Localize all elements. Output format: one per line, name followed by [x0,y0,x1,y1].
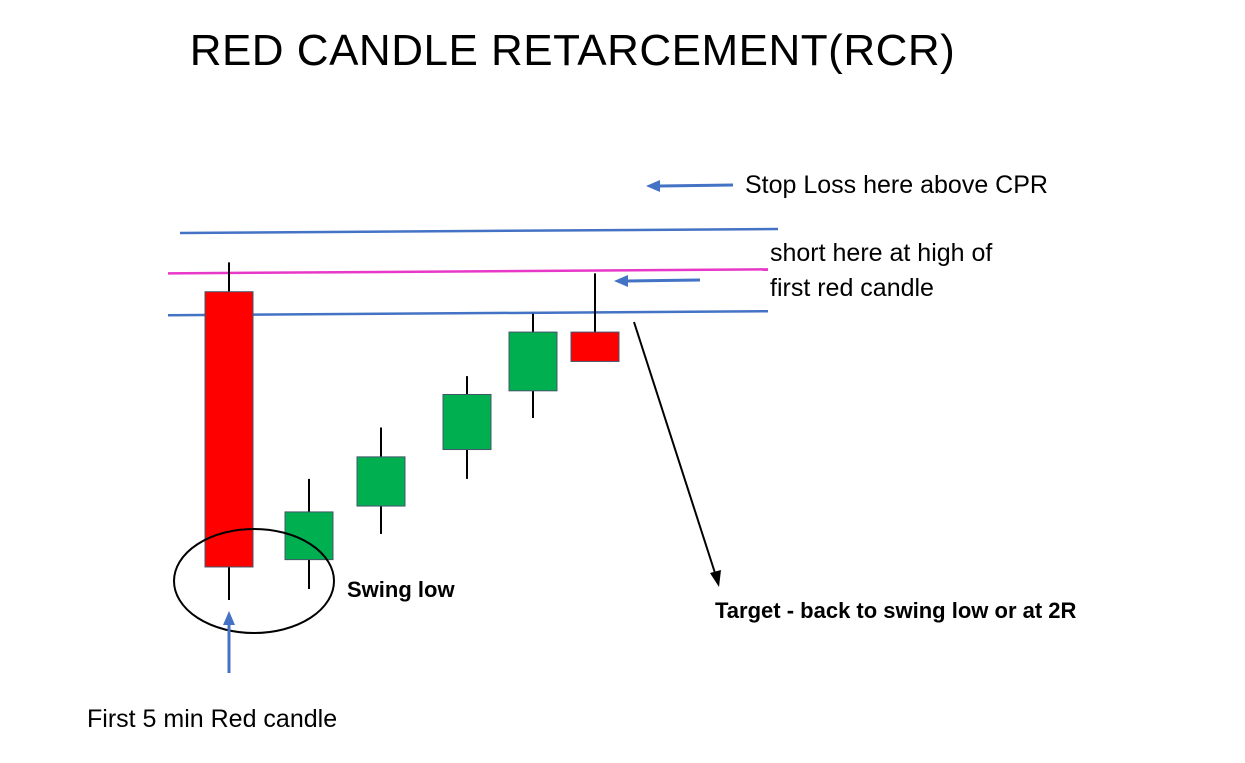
page-title: RED CANDLE RETARCEMENT(RCR) [189,26,956,75]
first-candle-label: First 5 min Red candle [87,705,338,733]
short-entry-label-line2: first red candle [770,274,934,302]
short-entry-arrow [627,278,701,283]
target-arrow-head [710,570,721,587]
candle-1 [204,262,254,600]
short-entry-label-line1: short here at high of [770,239,993,267]
red-candle-body [204,291,254,568]
stop-loss-arrow-head [646,180,660,192]
green-candle-body [508,331,558,392]
short-entry-arrow-head [614,275,628,287]
candle-6 [570,273,620,362]
level-line-upper-cpr [179,227,779,235]
target-label: Target - back to swing low or at 2R [715,598,1077,623]
stop-loss-label: Stop Loss here above CPR [745,171,1048,199]
target-arrow [633,321,716,574]
first-candle-arrow-head [223,611,235,625]
red-candle-body [570,331,620,362]
candle-5 [508,313,558,418]
level-line-lower-cpr [167,309,769,317]
green-candle-body [356,456,406,507]
stop-loss-arrow [659,183,734,188]
candle-3 [356,427,406,534]
short-entry-label: short here at high of first red candle [770,236,1070,306]
green-candle-body [442,393,492,451]
swing-low-circle [173,528,335,634]
candle-2 [284,478,334,589]
level-line-entry-high [167,268,769,275]
swing-low-label: Swing low [347,577,455,602]
candle-4 [442,376,492,479]
